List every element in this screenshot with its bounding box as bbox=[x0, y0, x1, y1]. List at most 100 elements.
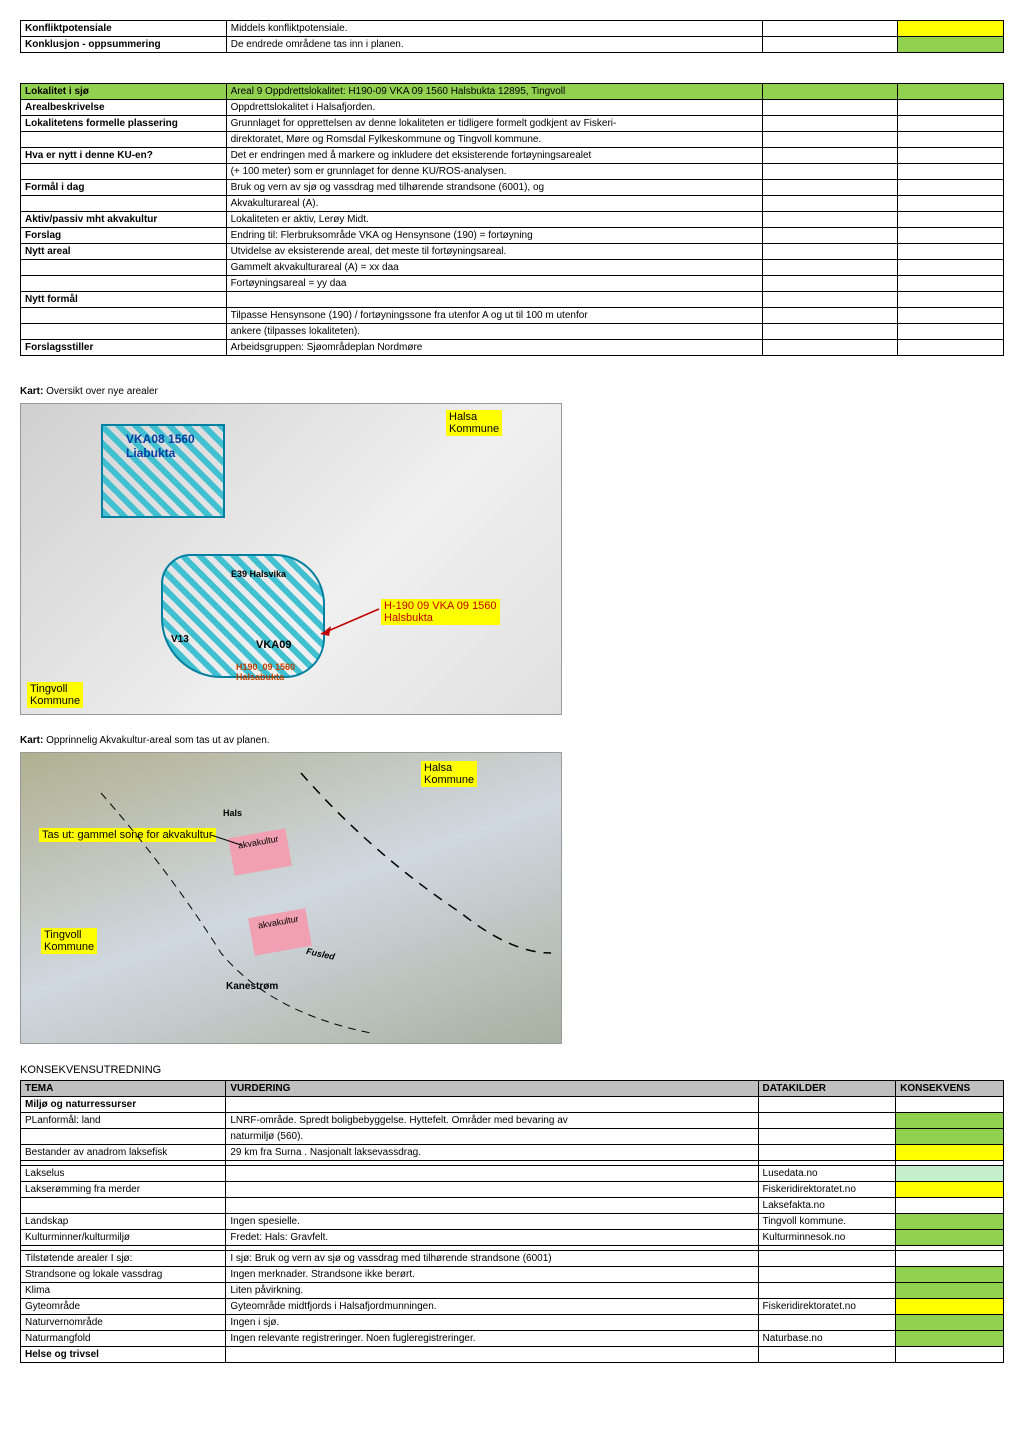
cell bbox=[762, 324, 897, 340]
cell bbox=[896, 1230, 1004, 1246]
cell: direktoratet, Møre og Romsdal Fylkeskomm… bbox=[226, 132, 762, 148]
cell: Bruk og vern av sjø og vassdrag med tilh… bbox=[226, 180, 762, 196]
th-konsekvens: KONSEKVENS bbox=[896, 1081, 1004, 1097]
cell bbox=[21, 324, 227, 340]
cell: Helse og trivsel bbox=[21, 1347, 226, 1363]
cell: Landskap bbox=[21, 1214, 226, 1230]
cell: Forslagsstiller bbox=[21, 340, 227, 356]
cell bbox=[897, 148, 1003, 164]
kart1-label: Kart: Oversikt over nye arealer bbox=[20, 386, 1004, 397]
cell bbox=[21, 308, 227, 324]
cell bbox=[896, 1214, 1004, 1230]
cell: Arealbeskrivelse bbox=[21, 100, 227, 116]
cell bbox=[896, 1145, 1004, 1161]
cell: (+ 100 meter) som er grunnlaget for denn… bbox=[226, 164, 762, 180]
cell bbox=[758, 1251, 896, 1267]
cell: Konklusjon - oppsummering bbox=[21, 37, 227, 53]
map2: Halsa Kommune Tingvoll Kommune Tas ut: g… bbox=[20, 752, 562, 1044]
cell bbox=[226, 1097, 758, 1113]
cell bbox=[762, 116, 897, 132]
cell bbox=[897, 244, 1003, 260]
cell: Gyteområde midtfjords i Halsafjordmunnin… bbox=[226, 1299, 758, 1315]
th-datakilder: DATAKILDER bbox=[758, 1081, 896, 1097]
cell: Konfliktpotensiale bbox=[21, 21, 227, 37]
cell bbox=[896, 1182, 1004, 1198]
cell: Kulturminner/kulturmiljø bbox=[21, 1230, 226, 1246]
cell: Nytt formål bbox=[21, 292, 227, 308]
cell: Strandsone og lokale vassdrag bbox=[21, 1267, 226, 1283]
cell: naturmiljø (560). bbox=[226, 1129, 758, 1145]
cell bbox=[896, 1267, 1004, 1283]
cell: Naturvernområde bbox=[21, 1315, 226, 1331]
cell bbox=[21, 260, 227, 276]
cell: Lokalitet i sjø bbox=[21, 84, 227, 100]
cell: Liten påvirkning. bbox=[226, 1283, 758, 1299]
cell: Tingvoll kommune. bbox=[758, 1214, 896, 1230]
cell bbox=[897, 196, 1003, 212]
map1-arrow bbox=[21, 404, 561, 714]
cell bbox=[896, 1166, 1004, 1182]
cell bbox=[758, 1267, 896, 1283]
top-table: Konfliktpotensiale Middels konfliktpoten… bbox=[20, 20, 1004, 53]
cell bbox=[758, 1315, 896, 1331]
cell: Lakserømming fra merder bbox=[21, 1182, 226, 1198]
cell bbox=[897, 292, 1003, 308]
cell bbox=[762, 84, 897, 100]
cell bbox=[226, 1198, 758, 1214]
map1: Halsa Kommune Tingvoll Kommune VKA08 156… bbox=[20, 403, 562, 715]
cell bbox=[762, 21, 897, 37]
cell bbox=[758, 1145, 896, 1161]
cell bbox=[897, 308, 1003, 324]
cell: 29 km fra Surna . Nasjonalt laksevassdra… bbox=[226, 1145, 758, 1161]
cell bbox=[21, 164, 227, 180]
cell bbox=[896, 1113, 1004, 1129]
cell: Laksefakta.no bbox=[758, 1198, 896, 1214]
cell bbox=[896, 1331, 1004, 1347]
cell: Arbeidsgruppen: Sjøområdeplan Nordmøre bbox=[226, 340, 762, 356]
cell bbox=[897, 116, 1003, 132]
cell bbox=[226, 292, 762, 308]
cell: Lokaliteten er aktiv, Lerøy Midt. bbox=[226, 212, 762, 228]
cell: De endrede områdene tas inn i planen. bbox=[226, 37, 762, 53]
cell: Naturmangfold bbox=[21, 1331, 226, 1347]
cell bbox=[896, 1315, 1004, 1331]
cell: Formål i dag bbox=[21, 180, 227, 196]
cell bbox=[896, 1129, 1004, 1145]
cell bbox=[758, 1347, 896, 1363]
cell: Kulturminnesok.no bbox=[758, 1230, 896, 1246]
cell bbox=[896, 1283, 1004, 1299]
cell: Lakselus bbox=[21, 1166, 226, 1182]
kart2-label: Kart: Opprinnelig Akvakultur-areal som t… bbox=[20, 735, 1004, 746]
cell bbox=[762, 340, 897, 356]
cell bbox=[762, 132, 897, 148]
cell bbox=[762, 212, 897, 228]
cell bbox=[896, 1198, 1004, 1214]
cell bbox=[758, 1283, 896, 1299]
cell bbox=[897, 228, 1003, 244]
cell: Aktiv/passiv mht akvakultur bbox=[21, 212, 227, 228]
cell bbox=[762, 100, 897, 116]
cell: Fiskeridirektoratet.no bbox=[758, 1182, 896, 1198]
cell bbox=[897, 180, 1003, 196]
cell: Grunnlaget for opprettelsen av denne lok… bbox=[226, 116, 762, 132]
cell bbox=[897, 100, 1003, 116]
cell: Tilpasse Hensynsone (190) / fortøyningss… bbox=[226, 308, 762, 324]
cell bbox=[762, 292, 897, 308]
cell bbox=[897, 132, 1003, 148]
cell bbox=[897, 276, 1003, 292]
cell bbox=[897, 324, 1003, 340]
cell bbox=[21, 132, 227, 148]
cell bbox=[226, 1347, 758, 1363]
info-table: Lokalitet i sjø Areal 9 Oppdrettslokalit… bbox=[20, 83, 1004, 356]
cell: Endring til: Flerbruksområde VKA og Hens… bbox=[226, 228, 762, 244]
cell bbox=[762, 148, 897, 164]
cell bbox=[762, 276, 897, 292]
cell: Lokalitetens formelle plassering bbox=[21, 116, 227, 132]
konsekvens-table: TEMA VURDERING DATAKILDER KONSEKVENS Mil… bbox=[20, 1080, 1004, 1363]
cell: Utvidelse av eksisterende areal, det mes… bbox=[226, 244, 762, 260]
cell: Det er endringen med å markere og inklud… bbox=[226, 148, 762, 164]
cell bbox=[762, 37, 897, 53]
cell: Oppdrettslokalitet i Halsafjorden. bbox=[226, 100, 762, 116]
cell: LNRF-område. Spredt boligbebyggelse. Hyt… bbox=[226, 1113, 758, 1129]
konsekvens-title: KONSEKVENSUTREDNING bbox=[20, 1064, 1004, 1076]
